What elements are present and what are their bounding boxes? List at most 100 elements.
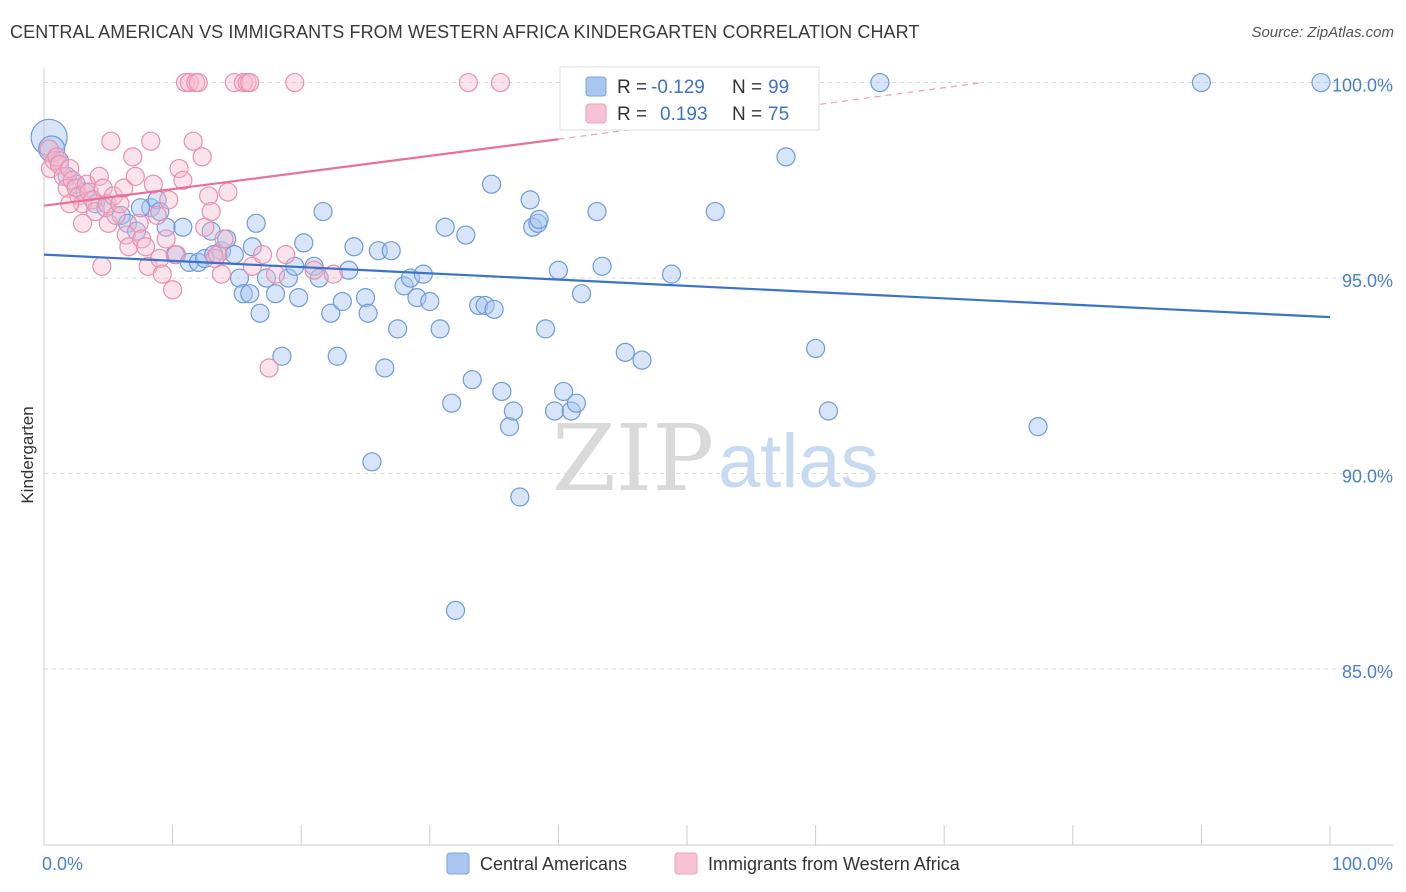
western-africa-point-41: [166, 244, 187, 265]
legend-label-central-americans: Central Americans: [480, 854, 627, 874]
chart-title: CENTRAL AMERICAN VS IMMIGRANTS FROM WEST…: [10, 22, 920, 42]
western-africa-point-55: [211, 264, 232, 284]
legend: Central Americans Immigrants from Wester…: [446, 852, 961, 875]
central-americans-trend-line: [43, 253, 1331, 319]
central-americans-point-96: [445, 600, 466, 621]
stats-swatch-pink: [585, 103, 607, 124]
stats-r-value-blue: -0.129: [651, 77, 705, 98]
central-americans-point-51: [394, 276, 414, 296]
western-africa-point-3: [47, 147, 67, 167]
central-americans-point-63: [481, 174, 502, 194]
data-points: [30, 72, 1331, 621]
y-tick-label-1: 90.0%: [1342, 467, 1393, 487]
western-africa-point-67: [285, 72, 305, 93]
western-africa-point-19: [98, 213, 118, 233]
axes: [43, 68, 1393, 846]
legend-swatch-western-africa: [674, 852, 698, 875]
western-africa-trend-line: [43, 138, 559, 207]
western-africa-point-57: [218, 182, 238, 202]
central-americans-point-58: [442, 393, 462, 413]
stats-swatch-blue: [585, 76, 607, 97]
western-africa-point-35: [147, 205, 167, 226]
central-americans-point-85: [705, 201, 725, 222]
western-africa-point-43: [173, 170, 193, 190]
central-americans-point-27: [242, 237, 262, 257]
stats-r-label-pink: R =: [617, 104, 647, 125]
central-americans-point-53: [407, 288, 427, 308]
central-americans-point-71: [535, 319, 556, 339]
central-americans-point-42: [332, 291, 352, 312]
central-americans-point-66: [503, 401, 523, 421]
stats-n-value-blue: 99: [768, 77, 789, 98]
central-americans-point-97: [130, 198, 151, 218]
western-africa-point-61: [240, 72, 260, 93]
central-americans-point-91: [1311, 72, 1331, 93]
central-americans-point-25: [233, 284, 253, 304]
central-americans-point-24: [229, 268, 250, 288]
western-africa-point-22: [106, 205, 126, 226]
western-africa-point-70: [458, 72, 478, 93]
watermark-zip: ZIP: [552, 405, 714, 512]
central-americans-point-59: [456, 225, 476, 245]
legend-swatch-central-americans: [446, 852, 470, 875]
central-americans-point-74: [553, 381, 574, 402]
western-africa-point-72: [92, 256, 112, 276]
western-africa-point-66: [276, 244, 296, 265]
western-africa-point-40: [163, 280, 183, 300]
western-africa-point-15: [85, 201, 106, 222]
stats-n-value-pink: 75: [768, 104, 789, 125]
central-americans-point-61: [469, 295, 489, 316]
source-label: Source: ZipAtlas.com: [1251, 24, 1394, 41]
western-africa-point-24: [114, 178, 134, 198]
central-americans-point-56: [430, 319, 450, 339]
western-africa-point-46: [183, 131, 203, 151]
x-tick-label-1: 100.0%: [1332, 854, 1393, 874]
central-americans-point-57: [435, 217, 455, 237]
western-africa-point-28: [125, 166, 145, 186]
western-africa-point-7: [60, 158, 80, 179]
western-africa-point-37: [152, 264, 172, 284]
stats-box: R = -0.129 N = 99 R = 0.193 N = 75: [559, 66, 820, 131]
western-africa-point-65: [265, 264, 286, 284]
western-africa-point-48: [188, 72, 208, 93]
central-americans-point-23: [224, 244, 244, 265]
central-americans-point-31: [265, 284, 286, 304]
central-americans-point-67: [510, 487, 530, 507]
y-axis-label: Kindergarten: [18, 406, 37, 503]
western-africa-point-49: [192, 147, 212, 167]
western-africa-point-51: [199, 186, 219, 206]
western-africa-point-27: [123, 147, 143, 167]
stats-r-label-blue: R =: [617, 77, 647, 98]
western-africa-point-20: [101, 131, 121, 151]
central-americans-point-72: [544, 401, 565, 421]
central-americans-point-35: [289, 288, 309, 308]
central-americans-point-28: [246, 213, 266, 233]
western-africa-point-25: [116, 225, 136, 245]
central-americans-point-89: [1028, 417, 1048, 437]
western-africa-point-52: [201, 201, 221, 222]
western-africa-point-71: [490, 72, 511, 93]
central-americans-point-32: [272, 346, 292, 366]
western-africa-point-0: [39, 139, 59, 159]
central-americans-point-45: [355, 288, 376, 308]
central-americans-point-87: [805, 338, 826, 359]
central-americans-point-29: [250, 303, 270, 323]
central-americans-point-41: [327, 346, 347, 366]
legend-label-western-africa: Immigrants from Western Africa: [708, 854, 961, 874]
western-africa-point-56: [214, 229, 234, 249]
central-americans-point-83: [661, 264, 682, 284]
western-africa-point-31: [135, 237, 156, 257]
central-americans-point-49: [381, 241, 401, 261]
western-africa-point-16: [89, 166, 109, 186]
western-africa-point-38: [156, 229, 176, 249]
stats-n-label-pink: N =: [732, 104, 762, 125]
western-africa-point-29: [129, 213, 149, 233]
central-americans-point-78: [587, 201, 607, 222]
central-americans-point-79: [592, 256, 612, 276]
watermark-atlas: atlas: [718, 419, 879, 504]
central-americans-point-94: [484, 299, 504, 319]
central-americans-point-65: [499, 417, 520, 437]
central-americans-point-81: [632, 350, 652, 370]
gridlines: [44, 82, 1393, 670]
